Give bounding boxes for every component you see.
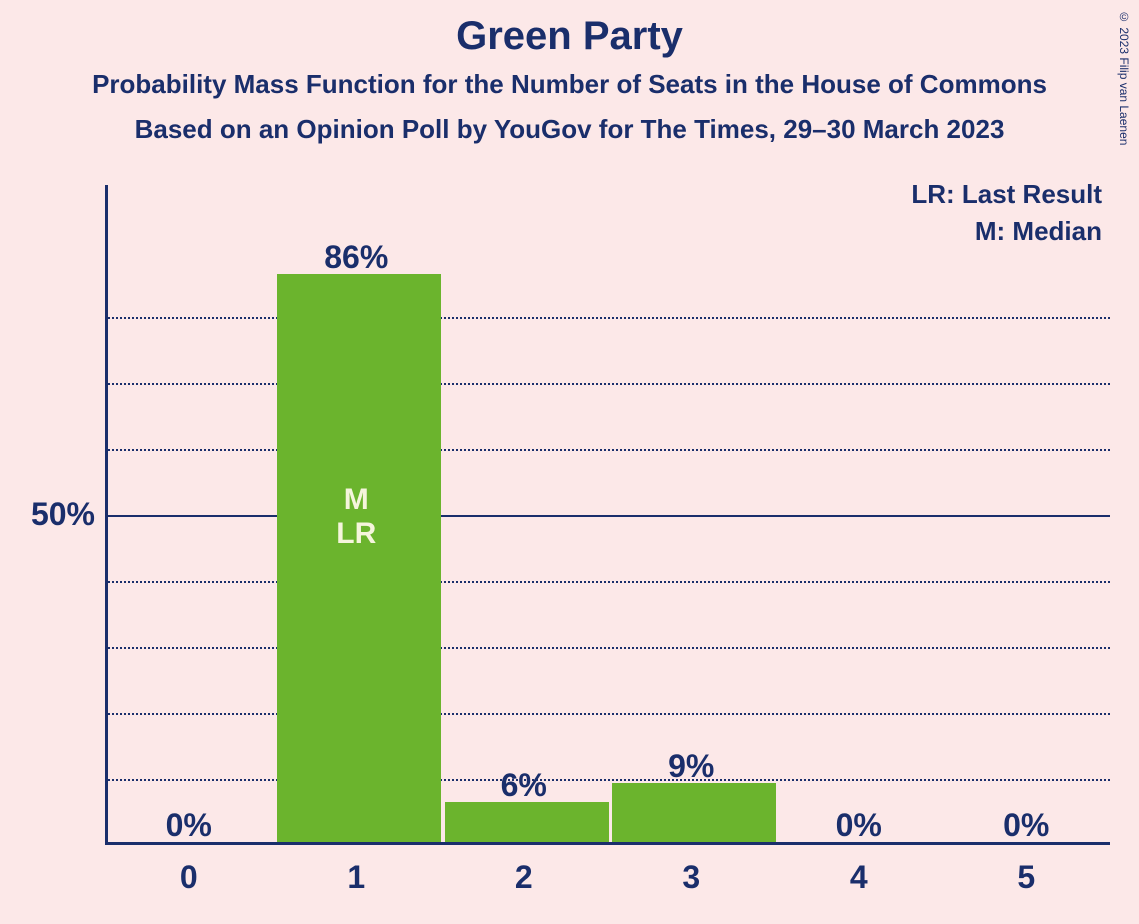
- x-axis-tick-label: 4: [850, 859, 868, 896]
- bar-value-label: 0%: [836, 807, 882, 844]
- x-axis-tick-label: 3: [682, 859, 700, 896]
- bar-value-label: 86%: [324, 239, 388, 276]
- bar: [445, 802, 609, 842]
- bar-value-label: 0%: [1003, 807, 1049, 844]
- chart-legend: LR: Last Result M: Median: [911, 179, 1102, 247]
- bar: [612, 783, 776, 842]
- x-axis-tick-label: 0: [180, 859, 198, 896]
- chart-subtitle-2: Based on an Opinion Poll by YouGov for T…: [0, 114, 1139, 145]
- legend-median: M: Median: [911, 216, 1102, 247]
- x-axis-tick-label: 5: [1017, 859, 1035, 896]
- legend-last-result: LR: Last Result: [911, 179, 1102, 210]
- bar-marker-label: MLR: [336, 483, 376, 552]
- chart-subtitle-1: Probability Mass Function for the Number…: [0, 69, 1139, 100]
- bar: [277, 274, 441, 842]
- chart-title: Green Party: [0, 0, 1139, 59]
- gridline-major: [108, 515, 1110, 517]
- gridline-minor: [108, 713, 1110, 715]
- gridline-minor: [108, 317, 1110, 319]
- bar-value-label: 0%: [166, 807, 212, 844]
- copyright-text: © 2023 Filip van Laenen: [1117, 10, 1131, 145]
- x-axis-tick-label: 2: [515, 859, 533, 896]
- gridline-minor: [108, 647, 1110, 649]
- bar-value-label: 9%: [668, 748, 714, 785]
- bar-value-label: 6%: [501, 767, 547, 804]
- chart-plot-area: [105, 185, 1110, 845]
- y-axis-tick-label: 50%: [5, 496, 95, 533]
- x-axis-tick-label: 1: [347, 859, 365, 896]
- gridline-minor: [108, 383, 1110, 385]
- gridline-minor: [108, 581, 1110, 583]
- gridline-minor: [108, 779, 1110, 781]
- gridline-minor: [108, 449, 1110, 451]
